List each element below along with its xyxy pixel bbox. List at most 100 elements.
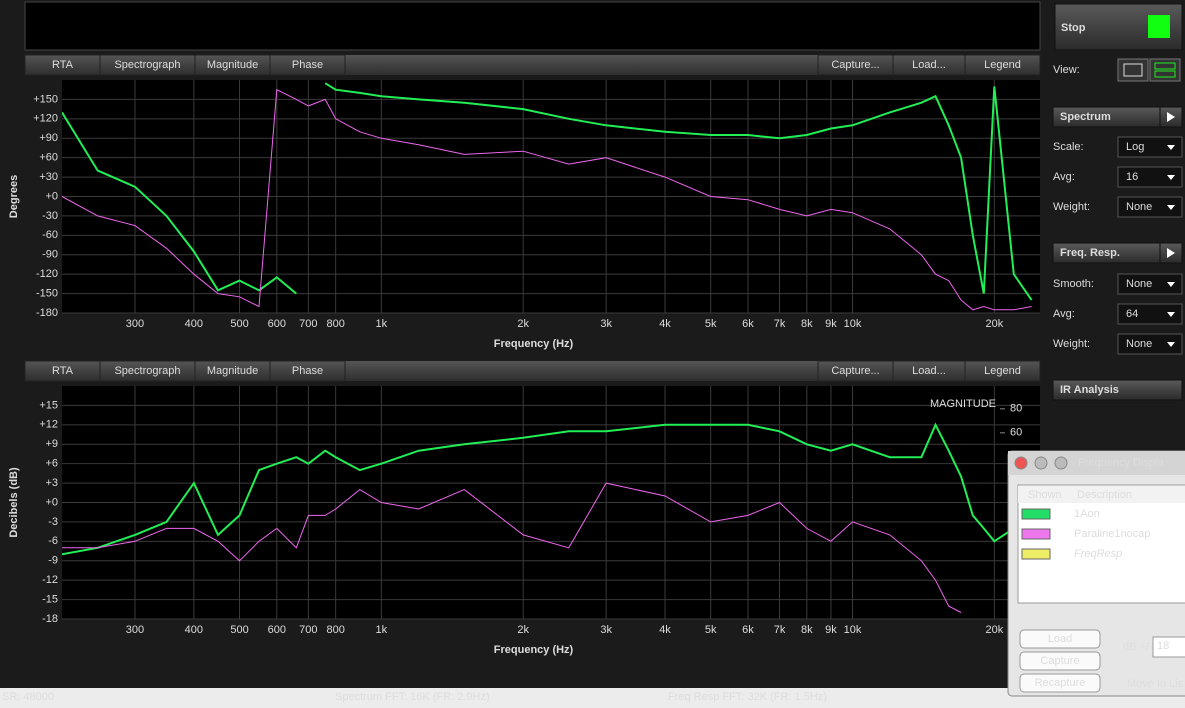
- dropdown-value[interactable]: None: [1126, 338, 1152, 350]
- x-tick-label: 300: [126, 318, 144, 330]
- db-value[interactable]: 18: [1157, 640, 1169, 652]
- x-tick-label: 800: [327, 624, 345, 636]
- tab[interactable]: [269, 360, 346, 382]
- status-bar: [0, 688, 1185, 708]
- dropdown-arrow: [1167, 205, 1175, 210]
- action-button[interactable]: [964, 360, 1041, 382]
- series-group: [62, 82, 1033, 311]
- tab-label[interactable]: RTA: [52, 365, 74, 377]
- y-tick-label: -12: [42, 574, 58, 586]
- tab-label[interactable]: Magnitude: [207, 365, 258, 377]
- x-tick-label: 8k: [801, 318, 813, 330]
- x-tick-label: 600: [268, 624, 286, 636]
- button-label[interactable]: Capture: [1040, 655, 1079, 667]
- action-label[interactable]: Legend: [984, 365, 1021, 377]
- x-tick-label: 800: [327, 318, 345, 330]
- tab-label[interactable]: Spectrograph: [114, 59, 180, 71]
- y-tick-label: +3: [45, 477, 58, 489]
- action-label[interactable]: Load...: [912, 365, 946, 377]
- y-axis-label: Decibels (dB): [8, 467, 20, 538]
- tab-label[interactable]: Phase: [292, 59, 323, 71]
- legend-swatch[interactable]: [1021, 548, 1051, 560]
- x-tick-label: 20k: [985, 318, 1003, 330]
- dropdown[interactable]: [1117, 196, 1183, 218]
- section-header[interactable]: [1052, 379, 1183, 401]
- tab[interactable]: [269, 54, 346, 76]
- button-label[interactable]: Load: [1048, 633, 1072, 645]
- legend-name: FreqResp: [1074, 548, 1122, 560]
- dropdown-value[interactable]: 64: [1126, 308, 1138, 320]
- setting-label: Smooth:: [1053, 278, 1094, 290]
- setting-label: Avg:: [1053, 171, 1075, 183]
- y-tick-label: -90: [42, 249, 58, 261]
- action-button[interactable]: [964, 54, 1041, 76]
- window-title: Frequency Displa: [1078, 457, 1164, 469]
- y-tick-label: +90: [39, 132, 58, 144]
- list-box: [1017, 484, 1185, 604]
- x-tick-label: 1k: [376, 624, 388, 636]
- series-group: [62, 422, 1033, 613]
- tab-bar: [25, 55, 1040, 75]
- y-tick-label: +120: [33, 113, 58, 125]
- dropdown-value[interactable]: Log: [1126, 141, 1144, 153]
- x-tick-label: 700: [299, 624, 317, 636]
- dropdown-value[interactable]: None: [1126, 278, 1152, 290]
- y-tick-label: +0: [45, 190, 58, 202]
- x-tick-label: 2k: [517, 318, 529, 330]
- section-label[interactable]: IR Analysis: [1060, 384, 1119, 396]
- dropdown[interactable]: [1117, 136, 1183, 158]
- y-tick-label: -30: [42, 210, 58, 222]
- list-header: [1018, 486, 1185, 503]
- x-tick-label: 400: [185, 318, 203, 330]
- action-label[interactable]: Capture...: [831, 365, 879, 377]
- dropdown-value[interactable]: None: [1126, 201, 1152, 213]
- button-label: Recapture: [1035, 677, 1086, 689]
- button: [1019, 673, 1101, 693]
- legend-swatch[interactable]: [1021, 528, 1051, 540]
- x-tick-label: 3k: [600, 318, 612, 330]
- action-label[interactable]: Capture...: [831, 59, 879, 71]
- view-single[interactable]: [1117, 58, 1149, 82]
- window-control[interactable]: [1034, 456, 1048, 470]
- tab-label[interactable]: Magnitude: [207, 59, 258, 71]
- dropdown[interactable]: [1117, 166, 1183, 188]
- action-label[interactable]: Load...: [912, 59, 946, 71]
- legend-name: 1Aon: [1074, 508, 1100, 520]
- y-tick-label: -18: [42, 613, 58, 625]
- x-tick-label: 10k: [844, 624, 862, 636]
- y-tick-label: +0: [45, 496, 58, 508]
- tab-label[interactable]: RTA: [52, 59, 74, 71]
- dropdown[interactable]: [1117, 273, 1183, 295]
- x-tick-label: 700: [299, 318, 317, 330]
- x-tick-label: 4k: [659, 624, 671, 636]
- setting-label: Weight:: [1053, 338, 1090, 350]
- stop-label[interactable]: Stop: [1061, 22, 1086, 34]
- dropdown-arrow: [1167, 312, 1175, 317]
- dropdown[interactable]: [1117, 303, 1183, 325]
- view-split[interactable]: [1149, 58, 1181, 82]
- section-label[interactable]: Freq. Resp.: [1060, 247, 1120, 259]
- x-tick-label: 300: [126, 624, 144, 636]
- data-line: [62, 422, 1033, 556]
- tab-label[interactable]: Spectrograph: [114, 365, 180, 377]
- section-label[interactable]: Spectrum: [1060, 111, 1111, 123]
- status-text: Spectrum FFT: 16K (FR: 2.9Hz): [335, 691, 490, 703]
- dropdown-value[interactable]: 16: [1126, 171, 1138, 183]
- db-input[interactable]: [1152, 636, 1185, 658]
- status-text: Freq Resp FFT: 32K (FR: 1.5Hz): [668, 691, 827, 703]
- x-axis-label: Frequency (Hz): [494, 338, 574, 350]
- tab-label[interactable]: Phase: [292, 365, 323, 377]
- button[interactable]: [1019, 629, 1101, 649]
- setting-label: Scale:: [1053, 141, 1084, 153]
- y2-tick-label: 80: [1010, 403, 1022, 415]
- window-control[interactable]: [1014, 456, 1028, 470]
- setting-label: Avg:: [1053, 308, 1075, 320]
- window-control[interactable]: [1054, 456, 1068, 470]
- button[interactable]: [1019, 651, 1101, 671]
- legend-name: Paraline1nocap: [1074, 528, 1150, 540]
- dropdown[interactable]: [1117, 333, 1183, 355]
- x-tick-label: 500: [230, 318, 248, 330]
- legend-swatch[interactable]: [1021, 508, 1051, 520]
- top-display: [24, 1, 1041, 51]
- action-label[interactable]: Legend: [984, 59, 1021, 71]
